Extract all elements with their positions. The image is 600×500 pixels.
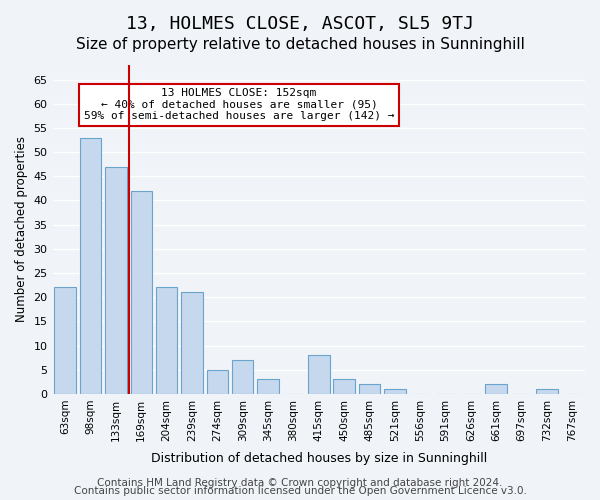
Bar: [156, 288, 178, 394]
Y-axis label: Number of detached properties: Number of detached properties: [15, 136, 28, 322]
Bar: [485, 384, 507, 394]
Text: 13, HOLMES CLOSE, ASCOT, SL5 9TJ: 13, HOLMES CLOSE, ASCOT, SL5 9TJ: [126, 15, 474, 33]
Bar: [308, 355, 329, 394]
Bar: [206, 370, 228, 394]
Text: 13 HOLMES CLOSE: 152sqm
← 40% of detached houses are smaller (95)
59% of semi-de: 13 HOLMES CLOSE: 152sqm ← 40% of detache…: [83, 88, 394, 121]
Bar: [536, 389, 558, 394]
Bar: [105, 166, 127, 394]
Bar: [131, 191, 152, 394]
Text: Size of property relative to detached houses in Sunninghill: Size of property relative to detached ho…: [76, 38, 524, 52]
Bar: [181, 292, 203, 394]
X-axis label: Distribution of detached houses by size in Sunninghill: Distribution of detached houses by size …: [151, 452, 487, 465]
Text: Contains HM Land Registry data © Crown copyright and database right 2024.: Contains HM Land Registry data © Crown c…: [97, 478, 503, 488]
Bar: [384, 389, 406, 394]
Bar: [232, 360, 253, 394]
Bar: [80, 138, 101, 394]
Bar: [359, 384, 380, 394]
Bar: [55, 288, 76, 394]
Bar: [257, 380, 279, 394]
Bar: [334, 380, 355, 394]
Text: Contains public sector information licensed under the Open Government Licence v3: Contains public sector information licen…: [74, 486, 526, 496]
